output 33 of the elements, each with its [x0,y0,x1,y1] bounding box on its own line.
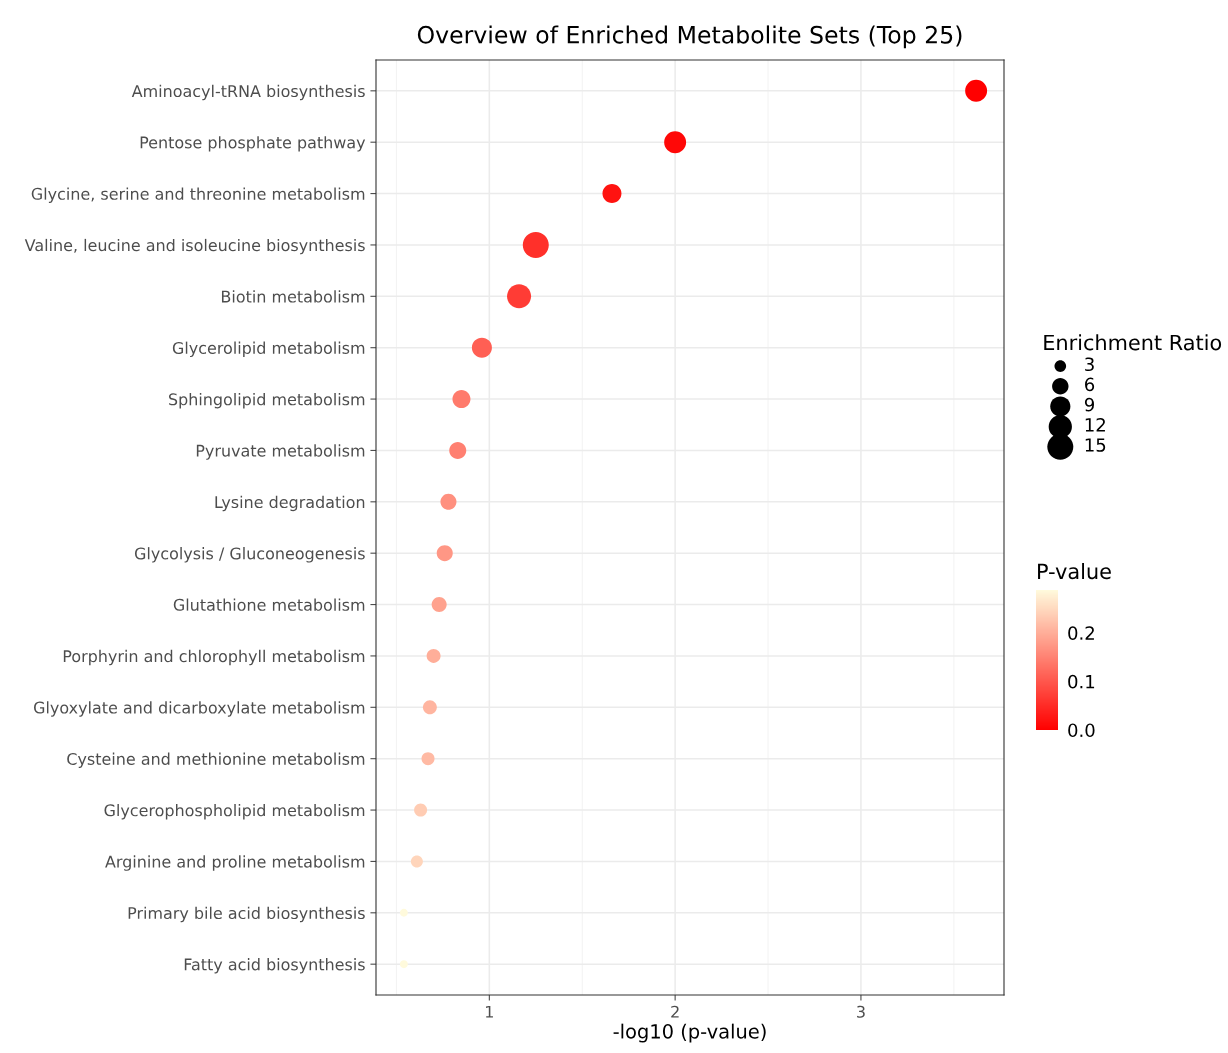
y-tick-label: Arginine and proline metabolism [105,855,365,871]
color-bar-label: 0.2 [1068,626,1094,640]
chart-title: Overview of Enriched Metabolite Sets (Top 25) [417,25,962,49]
legend-label: 15 [1085,438,1106,452]
y-tick-label: Primary bile acid biosynthesis [128,906,365,923]
y-tick-label: Pyruvate metabolism [196,444,365,460]
y-tick-label: Pentose phosphate pathway [140,136,366,152]
y-tick-label: Glycerolipid metabolism [172,341,365,358]
y-tick-label: Porphyrin and chlorophyll metabolism [63,649,365,666]
y-tick-label: Glycine, serine and threonine metabolism [31,187,365,203]
y-tick-label: Fatty acid biosynthesis [184,958,365,974]
color-bar-title: P-value [1038,563,1111,580]
x-tick-label: 3 [857,1005,865,1018]
legend-label: 6 [1085,377,1095,392]
y-tick-label: Sphingolipid metabolism [168,393,365,409]
legend-title: Enrichment Ratio [1044,334,1222,351]
x-axis-title: -log10 (p-value) [613,1023,766,1043]
color-bar-label: 0.0 [1068,723,1095,738]
y-tick-label: Glyoxylate and dicarboxylate metabolism [33,701,365,717]
y-tick-label: Glutathione metabolism [173,598,365,611]
legend-label: 12 [1085,417,1105,432]
y-tick-label: Cysteine and methionine metabolism [67,752,365,769]
y-tick-label: Lysine degradation [215,495,365,512]
legend-label: 9 [1084,397,1094,412]
y-tick-label: Biotin metabolism [221,290,365,303]
legend-label: 3 [1085,357,1094,372]
x-tick-label: 2 [671,1005,679,1018]
color-bar-label: 0.1 [1068,674,1095,689]
y-tick-label: Aminoacyl-tRNA biosynthesis [131,84,365,101]
y-tick-label: Glycerophospholipid metabolism [104,803,365,820]
y-tick-label: Glycolysis / Gluconeogenesis [134,547,365,563]
y-tick-label: Valine, leucine and isoleucine biosynthesis [24,238,365,255]
x-tick-label: 1 [486,1005,493,1018]
